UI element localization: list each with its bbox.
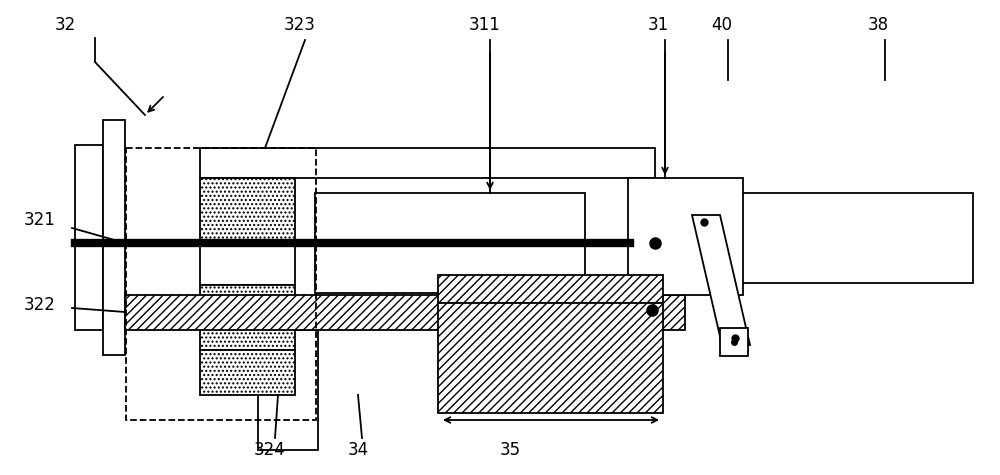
- Bar: [258, 330, 318, 450]
- Bar: [315, 193, 585, 293]
- Bar: [200, 285, 295, 350]
- Text: 34: 34: [347, 441, 369, 459]
- Bar: [720, 328, 748, 356]
- Bar: [728, 193, 973, 283]
- Bar: [200, 178, 295, 243]
- Text: 40: 40: [712, 16, 732, 34]
- Text: 35: 35: [499, 441, 521, 459]
- Bar: [125, 295, 685, 330]
- Text: 38: 38: [867, 16, 889, 34]
- Bar: [75, 145, 103, 330]
- Text: 32: 32: [54, 16, 76, 34]
- Polygon shape: [692, 215, 750, 345]
- Bar: [200, 243, 295, 285]
- Text: 31: 31: [647, 16, 669, 34]
- Bar: [628, 178, 743, 295]
- Text: 323: 323: [284, 16, 316, 34]
- Bar: [200, 350, 295, 395]
- Bar: [438, 275, 663, 303]
- Text: 311: 311: [469, 16, 501, 34]
- Text: 322: 322: [24, 296, 56, 314]
- Text: 324: 324: [254, 441, 286, 459]
- Bar: [103, 120, 125, 355]
- Bar: [438, 303, 663, 413]
- Bar: [200, 148, 655, 178]
- Text: 321: 321: [24, 211, 56, 229]
- Bar: [126, 148, 316, 420]
